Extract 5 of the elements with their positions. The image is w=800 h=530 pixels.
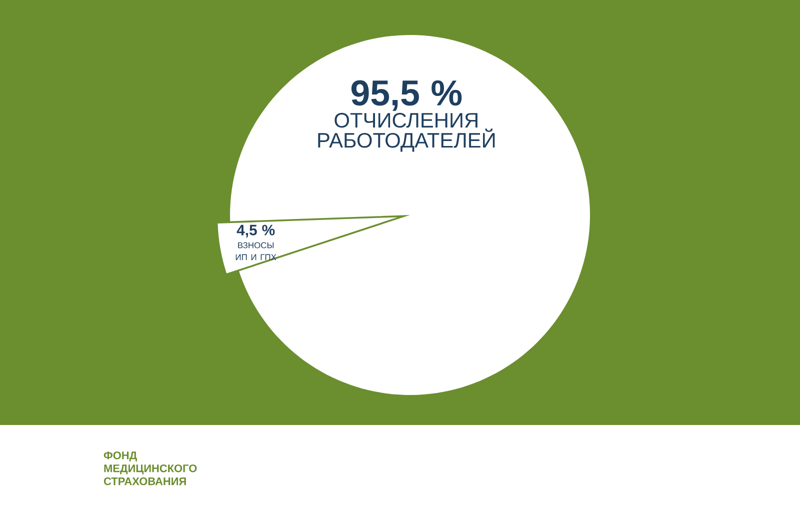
slice-label: ВЗНОСЫ ИП И ГПХ: [236, 242, 276, 260]
text: ФОНД МЕДИЦИНСКОГО СТРАХОВАНИЯ: [104, 452, 197, 486]
data-label: 95,5 %: [351, 80, 462, 111]
data-label: 4,5 %: [236, 224, 275, 238]
slice-label: ОТЧИСЛЕНИЯ РАБОТОДАТЕЛЕЙ: [318, 112, 495, 152]
